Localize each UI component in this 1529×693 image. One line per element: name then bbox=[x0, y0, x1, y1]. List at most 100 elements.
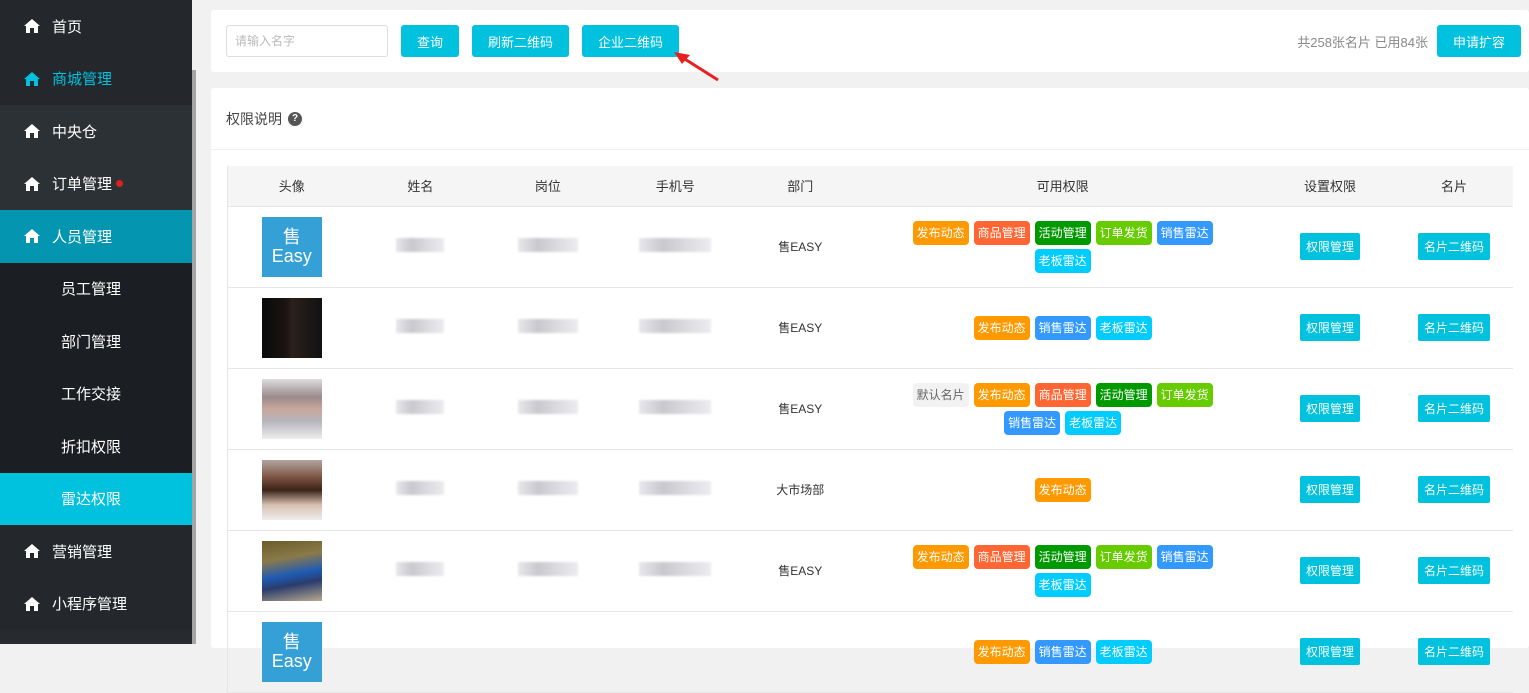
red-arrow-annotation bbox=[674, 52, 719, 82]
home-icon bbox=[24, 124, 40, 139]
sidebar-subitem[interactable]: 雷达权限 bbox=[0, 472, 192, 525]
card-cell: 名片二维码 bbox=[1395, 530, 1513, 612]
permission-tag: 发布动态 bbox=[912, 544, 969, 569]
column-header: 设置权限 bbox=[1265, 166, 1395, 207]
avatar: 售 Easy bbox=[261, 216, 322, 277]
column-header: 头像 bbox=[227, 166, 356, 207]
dept-cell: 售EASY bbox=[740, 368, 861, 450]
sidebar-subitem[interactable]: 折扣权限 bbox=[0, 420, 192, 473]
permission-tags: 发布动态 商品管理 活动管理 订单发货 销售雷达 老板雷达 bbox=[903, 220, 1223, 273]
permission-tags: 发布动态 bbox=[903, 477, 1223, 502]
sidebar-scrollbar[interactable] bbox=[192, 70, 196, 644]
sidebar-item[interactable]: 中央仓 bbox=[0, 105, 192, 158]
permission-tag: 活动管理 bbox=[1034, 544, 1091, 569]
position-cell bbox=[485, 368, 611, 450]
logo-bottom-text: Easy bbox=[271, 650, 312, 671]
avatar-cell bbox=[227, 368, 356, 450]
avatar: 售 Easy bbox=[261, 621, 322, 682]
position-redacted bbox=[517, 481, 578, 495]
avatar bbox=[261, 459, 322, 520]
permission-manage-button[interactable]: 权限管理 bbox=[1300, 233, 1361, 260]
help-icon[interactable]: ? bbox=[288, 111, 302, 126]
permission-tag: 订单发货 bbox=[1095, 544, 1152, 569]
card-qr-button[interactable]: 名片二维码 bbox=[1417, 476, 1490, 503]
sidebar-item[interactable]: 订单管理 bbox=[0, 157, 192, 210]
sidebar-item[interactable]: 首页 bbox=[0, 0, 192, 53]
main-panel: 权限说明? 头像 姓名 岗位 手机号 部门 可用权限 设置权限 名片售 Easy 售EASY 发布动… bbox=[211, 88, 1529, 693]
table-row: 售 Easy 发布动态 销售雷达 老板雷达 权限管理 名片二维码 bbox=[227, 611, 1513, 693]
table-row: 大市场部 发布动态 权限管理 名片二维码 bbox=[227, 449, 1513, 531]
permissions-cell: 发布动态 商品管理 活动管理 订单发货 销售雷达 老板雷达 bbox=[860, 530, 1266, 612]
permission-tags: 默认名片 发布动态 商品管理 活动管理 订单发货 销售雷达 老板雷达 bbox=[903, 382, 1223, 435]
permission-manage-button[interactable]: 权限管理 bbox=[1300, 557, 1361, 584]
permissions-cell: 发布动态 bbox=[860, 449, 1266, 531]
permission-manage-button[interactable]: 权限管理 bbox=[1300, 314, 1361, 341]
permission-tag: 老板雷达 bbox=[1065, 410, 1122, 435]
home-icon bbox=[24, 176, 40, 191]
permission-tag: 销售雷达 bbox=[1034, 315, 1091, 340]
name-cell bbox=[355, 449, 486, 531]
permission-tag: 销售雷达 bbox=[1156, 220, 1213, 245]
permission-tags: 发布动态 商品管理 活动管理 订单发货 销售雷达 老板雷达 bbox=[903, 544, 1223, 597]
notification-dot bbox=[116, 180, 124, 188]
sidebar: 首页商城管理中央仓订单管理人员管理 员工管理 部门管理 工作交接 折扣权限 雷达权限 营销管… bbox=[0, 0, 192, 644]
home-icon bbox=[24, 596, 40, 611]
phone-redacted bbox=[639, 562, 712, 576]
permission-tag: 订单发货 bbox=[1095, 220, 1152, 245]
name-redacted bbox=[396, 238, 445, 252]
permission-tag: 默认名片 bbox=[912, 382, 969, 407]
card-qr-button[interactable]: 名片二维码 bbox=[1417, 395, 1490, 422]
sidebar-item[interactable]: 商城管理 bbox=[0, 52, 192, 105]
set-perm-cell: 权限管理 bbox=[1265, 611, 1395, 693]
sidebar-item[interactable]: 营销管理 bbox=[0, 525, 192, 578]
avatar-cell: 售 Easy bbox=[227, 206, 356, 288]
permission-tag: 发布动态 bbox=[973, 382, 1030, 407]
name-redacted bbox=[396, 481, 445, 495]
table-row: 售EASY 默认名片 发布动态 商品管理 活动管理 订单发货 销售雷达 老板雷达 权限管理 名片二… bbox=[227, 368, 1513, 450]
avatar-cell: 售 Easy bbox=[227, 611, 356, 693]
avatar bbox=[261, 378, 322, 439]
position-redacted bbox=[517, 400, 578, 414]
avatar-cell bbox=[227, 530, 356, 612]
card-cell: 名片二维码 bbox=[1395, 449, 1513, 531]
sidebar-item-label: 中央仓 bbox=[52, 123, 98, 141]
permission-tag: 销售雷达 bbox=[1034, 639, 1091, 664]
name-cell bbox=[355, 368, 486, 450]
card-qr-button[interactable]: 名片二维码 bbox=[1417, 233, 1490, 260]
table-row: 售EASY 发布动态 销售雷达 老板雷达 权限管理 名片二维码 bbox=[227, 287, 1513, 369]
column-header: 部门 bbox=[740, 166, 861, 207]
sidebar-item-label: 订单管理 bbox=[52, 176, 113, 194]
sidebar-subitem[interactable]: 员工管理 bbox=[0, 262, 192, 315]
card-qr-button[interactable]: 名片二维码 bbox=[1417, 314, 1490, 341]
dept-cell: 售EASY bbox=[740, 530, 861, 612]
column-header: 可用权限 bbox=[860, 166, 1266, 207]
sidebar-item-label: 小程序管理 bbox=[52, 596, 128, 614]
card-qr-button[interactable]: 名片二维码 bbox=[1417, 557, 1490, 584]
set-perm-cell: 权限管理 bbox=[1265, 287, 1395, 369]
sidebar-subitem[interactable]: 工作交接 bbox=[0, 367, 192, 420]
column-header: 岗位 bbox=[485, 166, 611, 207]
permission-manage-button[interactable]: 权限管理 bbox=[1300, 638, 1361, 665]
query-button[interactable]: 查询 bbox=[401, 25, 460, 57]
permission-tag: 老板雷达 bbox=[1095, 639, 1152, 664]
apply-expand-button[interactable]: 申请扩容 bbox=[1436, 25, 1521, 57]
permission-manage-button[interactable]: 权限管理 bbox=[1300, 476, 1361, 503]
card-qr-button[interactable]: 名片二维码 bbox=[1417, 638, 1490, 665]
name-search-input[interactable] bbox=[226, 25, 388, 57]
company-qr-button[interactable]: 企业二维码 bbox=[582, 25, 680, 57]
phone-cell bbox=[610, 206, 741, 288]
phone-redacted bbox=[639, 481, 712, 495]
sidebar-item[interactable]: 人员管理 bbox=[0, 210, 192, 263]
card-cell: 名片二维码 bbox=[1395, 287, 1513, 369]
set-perm-cell: 权限管理 bbox=[1265, 530, 1395, 612]
phone-cell bbox=[610, 368, 741, 450]
permission-manage-button[interactable]: 权限管理 bbox=[1300, 395, 1361, 422]
card-cell: 名片二维码 bbox=[1395, 368, 1513, 450]
permission-tag: 订单发货 bbox=[1156, 382, 1213, 407]
sidebar-item[interactable]: 小程序管理 bbox=[0, 577, 192, 630]
column-header: 手机号 bbox=[610, 166, 741, 207]
table-row: 售EASY 发布动态 商品管理 活动管理 订单发货 销售雷达 老板雷达 权限管理 名片二维码 bbox=[227, 530, 1513, 612]
refresh-qr-button[interactable]: 刷新二维码 bbox=[472, 25, 570, 57]
sidebar-item-label: 商城管理 bbox=[52, 71, 113, 89]
sidebar-subitem[interactable]: 部门管理 bbox=[0, 315, 192, 368]
